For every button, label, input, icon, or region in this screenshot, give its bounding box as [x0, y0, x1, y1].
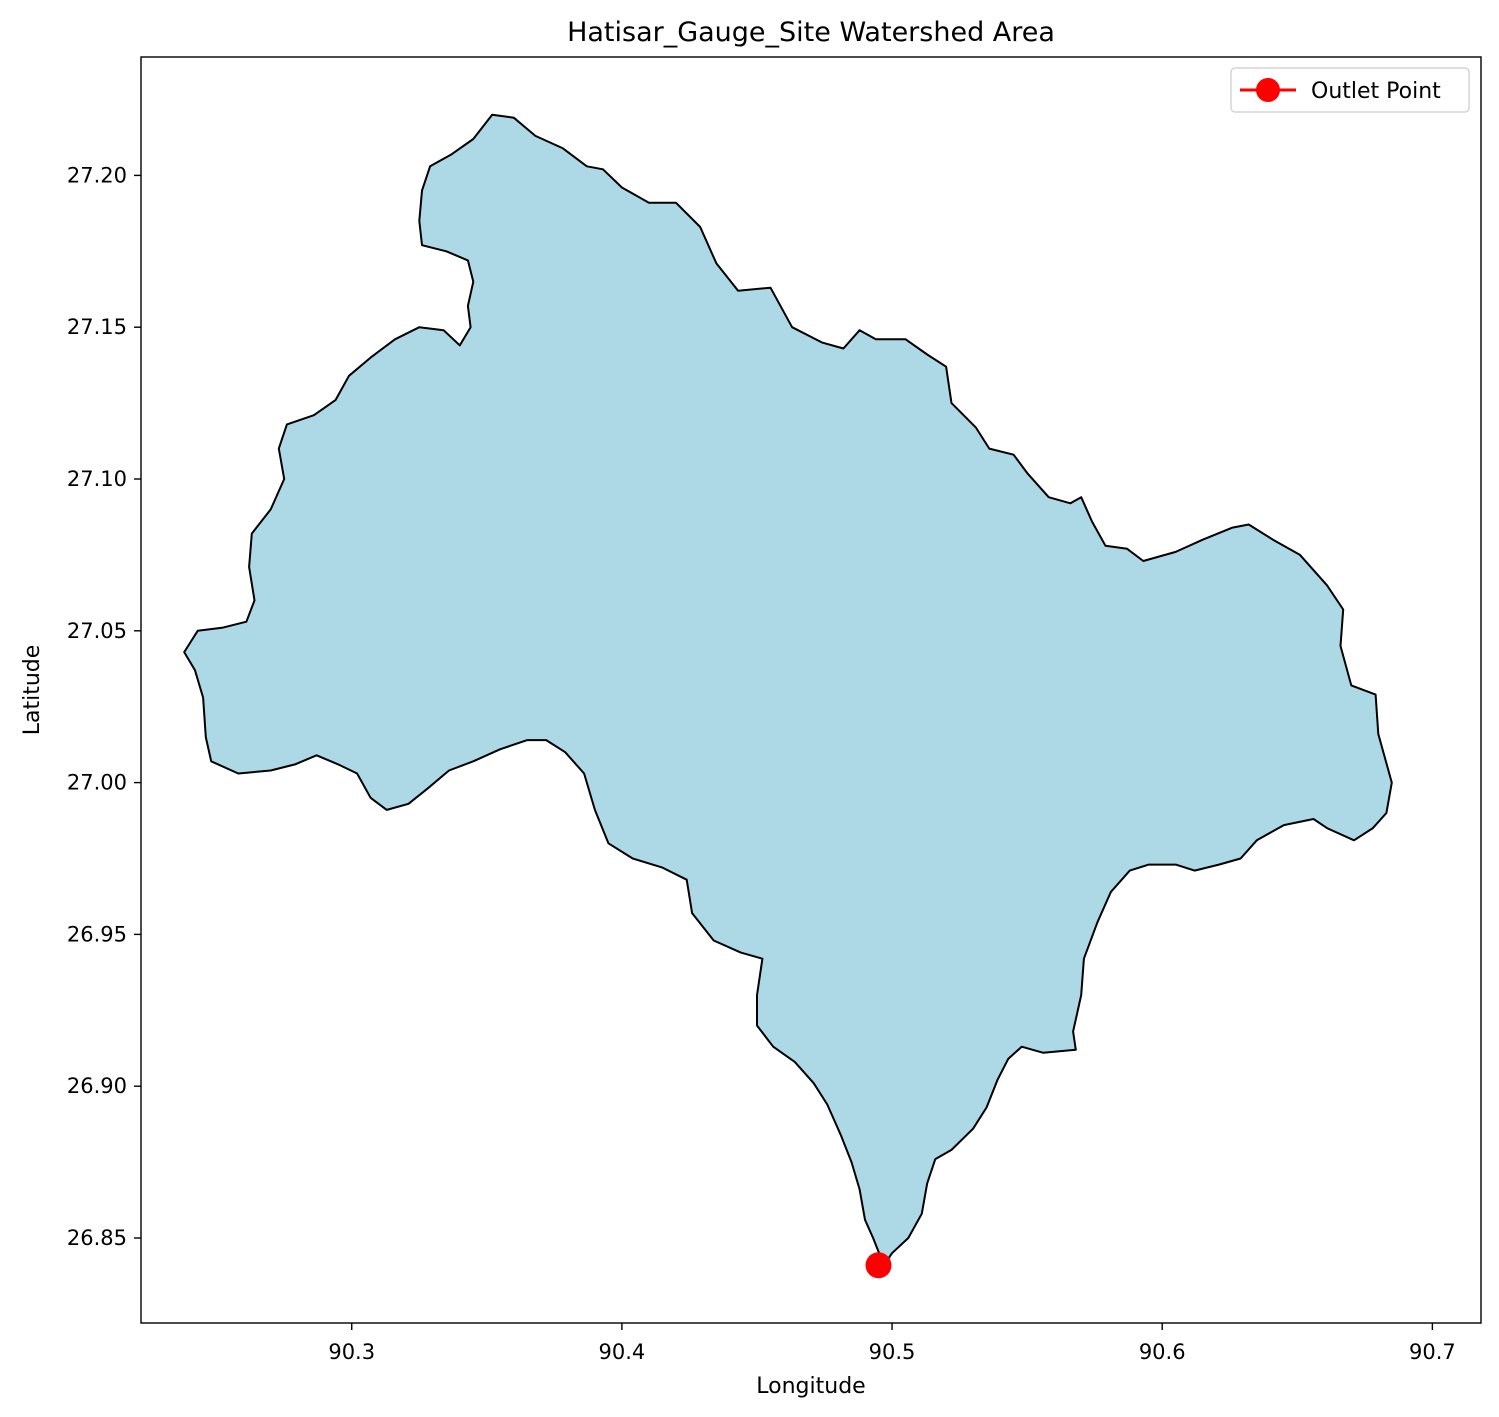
- y-tick-label: 26.95: [67, 922, 127, 946]
- y-tick-label: 27.00: [67, 771, 127, 795]
- y-tick-label: 27.10: [67, 467, 127, 491]
- plot-area: [183, 113, 1393, 1279]
- y-axis-title: Latitude: [20, 645, 45, 736]
- x-axis-ticks: 90.3 90.4 90.5 90.6 90.7: [328, 1323, 1456, 1364]
- y-axis-ticks: 26.85 26.90 26.95 27.00 27.05 27.10 27.15 27.20: [67, 163, 141, 1250]
- x-axis-title: Longitude: [756, 1374, 865, 1399]
- y-tick-label: 26.85: [67, 1226, 127, 1250]
- y-tick-label: 27.20: [67, 163, 127, 187]
- y-tick-label: 26.90: [67, 1074, 127, 1098]
- plot-frame: [140, 56, 1482, 1324]
- watershed-polygon: [183, 113, 1393, 1267]
- chart-title: Hatisar_Gauge_Site Watershed Area: [567, 17, 1055, 48]
- legend-marker-icon: [1256, 78, 1280, 102]
- x-tick-label: 90.3: [328, 1340, 375, 1364]
- y-tick-label: 27.05: [67, 619, 127, 643]
- x-tick-label: 90.5: [869, 1340, 916, 1364]
- x-tick-label: 90.6: [1139, 1340, 1186, 1364]
- legend: Outlet Point: [1230, 67, 1470, 113]
- x-tick-label: 90.4: [599, 1340, 646, 1364]
- legend-box: [1230, 67, 1470, 113]
- x-tick-label: 90.7: [1409, 1340, 1456, 1364]
- outlet-point-marker: [865, 1252, 892, 1279]
- y-tick-label: 27.15: [67, 315, 127, 339]
- legend-label: Outlet Point: [1311, 79, 1441, 104]
